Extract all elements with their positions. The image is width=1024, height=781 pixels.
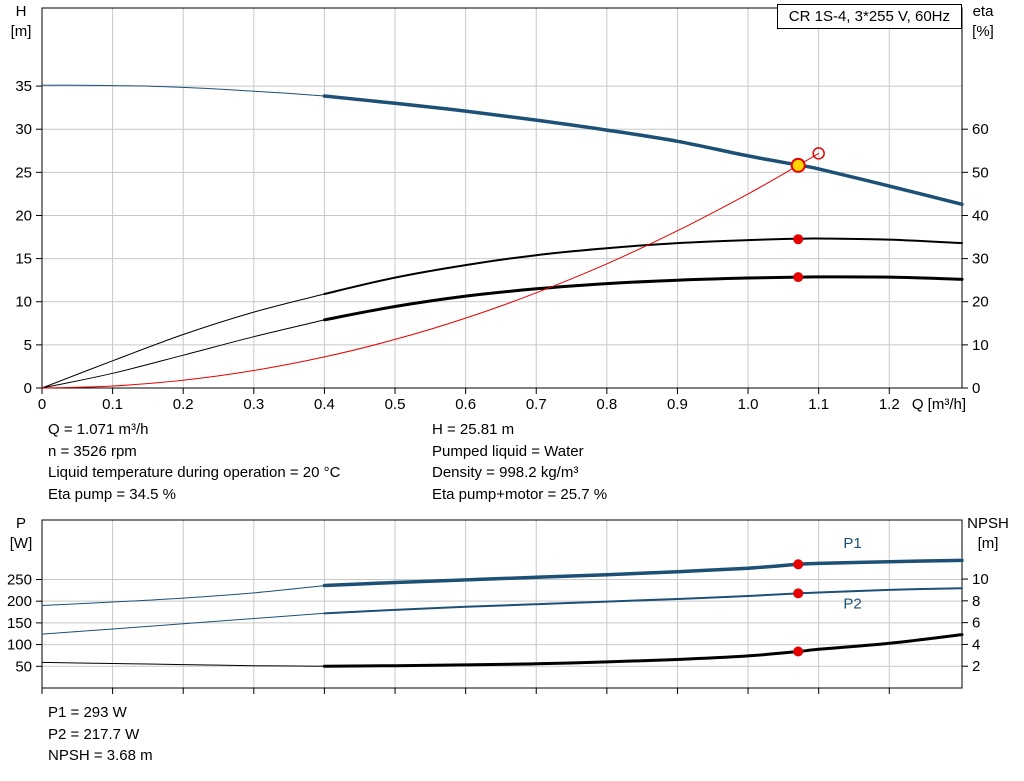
npsh-axis-title: NPSH [m] — [954, 514, 1022, 554]
info-line-liquid-temp: Liquid temperature during operation = 20… — [48, 464, 341, 481]
npsh-point — [793, 646, 804, 657]
x-tick-label: 0.8 — [596, 396, 617, 413]
eta-axis-unit: [%] — [972, 23, 994, 40]
plot-frame — [41, 7, 963, 389]
p2-curve-thin — [41, 612, 325, 635]
left-tick-label: 5 — [24, 337, 32, 354]
left-tick-label: 15 — [15, 251, 32, 268]
p-axis-symbol: P — [15, 515, 26, 532]
eta-pump-motor-point — [793, 272, 804, 283]
x-tick-label: 0.2 — [173, 396, 194, 413]
right-tick-label: 0 — [972, 380, 980, 397]
eta-axis-symbol: eta — [972, 3, 994, 20]
left-tick-label: 30 — [15, 121, 32, 138]
info-line-p2: P2 = 217.7 W — [48, 725, 140, 743]
operating-data-left: Q = 1.071 m³/h n = 3526 rpm Liquid tempe… — [48, 419, 340, 505]
x-tick-label: 0.1 — [102, 396, 123, 413]
right-tick-label: 6 — [972, 615, 980, 632]
info-line-pumped-liquid: Pumped liquid = Water — [432, 442, 584, 460]
npsh-axis-symbol: NPSH — [967, 515, 1009, 532]
info-line-eta-pump-motor: Eta pump+motor = 25.7 % — [432, 485, 608, 503]
p2-curve-label: P2 — [843, 596, 861, 613]
right-tick-label: 20 — [972, 294, 989, 311]
x-tick-label: 0 — [38, 396, 46, 413]
plot-frame — [41, 519, 963, 689]
right-tick-label: 50 — [972, 164, 989, 181]
right-tick-label: 8 — [972, 593, 980, 610]
npsh-curve-thin — [41, 661, 325, 667]
eta-pump-motor-curve-thin — [41, 319, 325, 389]
right-tick-label: 10 — [972, 337, 989, 354]
x-tick-label: 0.4 — [314, 396, 335, 413]
left-tick-label: 35 — [15, 78, 32, 95]
x-tick-label: 1.2 — [879, 396, 900, 413]
p1-curve-thin — [41, 585, 325, 607]
hq-curve — [322, 94, 964, 207]
left-tick-label: 200 — [7, 593, 32, 610]
requested-duty-point — [812, 147, 825, 160]
eta-pump-curve — [323, 237, 963, 295]
x-tick-label: 1.0 — [738, 396, 759, 413]
p2-point — [793, 588, 804, 599]
p1-curve-label: P1 — [843, 535, 861, 552]
pump-model-title: CR 1S-4, 3*255 V, 60Hz — [788, 8, 950, 25]
h-axis-unit: [m] — [10, 23, 32, 40]
info-line-npsh: NPSH = 3.68 m — [48, 747, 153, 764]
right-tick-label: 30 — [972, 251, 989, 268]
left-tick-label: 50 — [15, 658, 32, 675]
right-tick-label: 40 — [972, 207, 989, 224]
h-axis-symbol: H — [15, 3, 27, 20]
left-tick-label: 20 — [15, 207, 32, 224]
info-line-density: Density = 998.2 kg/m³ — [432, 464, 579, 481]
npsh-curve — [322, 633, 964, 668]
left-tick-label: 0 — [24, 380, 32, 397]
right-tick-label: 2 — [972, 658, 980, 675]
x-tick-label: 0.9 — [667, 396, 688, 413]
power-npsh-data: P1 = 293 W P2 = 217.7 W NPSH = 3.68 m — [48, 702, 153, 767]
p-axis-unit: [W] — [9, 535, 33, 552]
p1-curve — [322, 558, 964, 588]
system-curve — [41, 152, 820, 389]
info-line-q: Q = 1.071 m³/h — [48, 421, 149, 438]
x-tick-label: 0.6 — [455, 396, 476, 413]
p1-point — [793, 559, 804, 570]
eta-axis-title: eta [%] — [958, 2, 1008, 42]
right-tick-label: 10 — [972, 571, 989, 588]
hq-curve-thin — [41, 84, 325, 97]
right-tick-label: 4 — [972, 636, 980, 653]
pump-model-title-box: CR 1S-4, 3*255 V, 60Hz — [776, 4, 962, 29]
p2-curve — [323, 587, 963, 615]
info-line-n: n = 3526 rpm — [48, 442, 137, 460]
operating-data-right: H = 25.81 m Pumped liquid = Water Densit… — [432, 419, 607, 505]
eta-pump-point — [793, 234, 804, 245]
right-tick-label: 60 — [972, 121, 989, 138]
eta-pump-curve-thin — [41, 293, 325, 389]
info-line-p1: P1 = 293 W — [48, 704, 127, 721]
x-tick-label: 0.5 — [385, 396, 406, 413]
p-axis-title: P [W] — [2, 514, 40, 554]
eta-pump-motor-curve — [322, 275, 964, 322]
duty-point — [790, 157, 806, 173]
x-tick-label: 1.1 — [808, 396, 829, 413]
npsh-axis-unit: [m] — [977, 535, 999, 552]
info-line-eta-pump: Eta pump = 34.5 % — [48, 485, 176, 503]
x-tick-label: 0.7 — [526, 396, 547, 413]
h-axis-title: H [m] — [2, 2, 40, 42]
left-tick-label: 100 — [7, 637, 32, 654]
left-tick-label: 25 — [15, 164, 32, 181]
left-tick-label: 150 — [7, 615, 32, 632]
info-line-h: H = 25.81 m — [432, 421, 515, 438]
x-tick-label: 0.3 — [243, 396, 264, 413]
q-axis-title: Q [m³/h] — [911, 396, 966, 413]
left-tick-label: 250 — [7, 571, 32, 588]
left-tick-label: 10 — [15, 294, 32, 311]
